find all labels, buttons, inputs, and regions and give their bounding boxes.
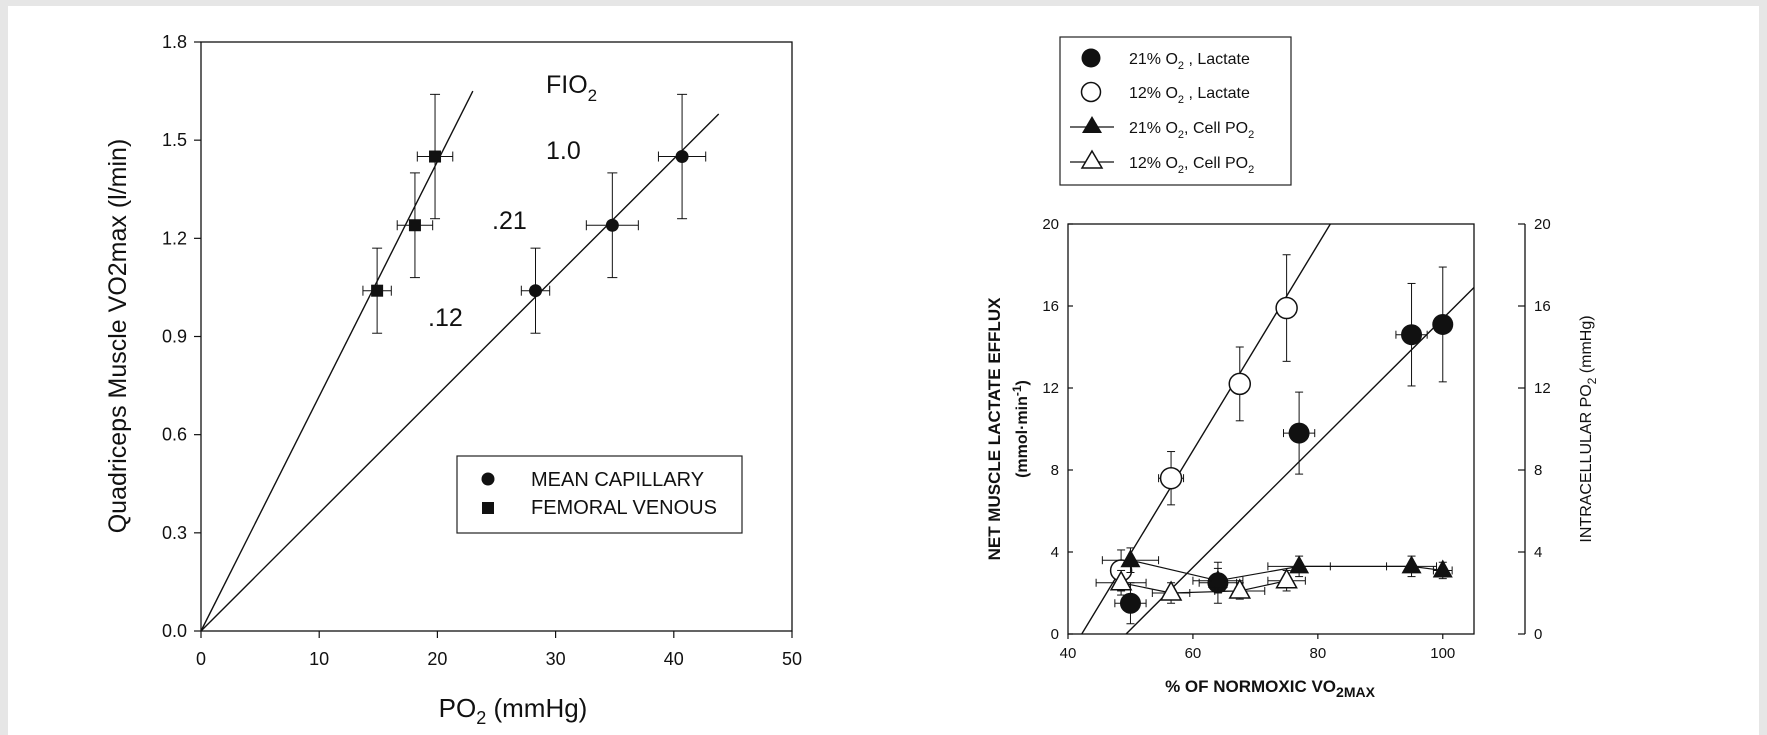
left-data-marks <box>362 93 707 334</box>
right-y-tick-label: 20 <box>1042 216 1059 233</box>
right-point-21-cell-po2 <box>1120 549 1141 568</box>
right-point-12-lactate <box>1159 466 1183 490</box>
left-y-axis-label: Quadriceps Muscle VO2max (l/min) <box>104 139 132 534</box>
right-y-tick-label: 4 <box>1051 544 1059 561</box>
right-y-axis-unit-left: (mmol·min-1) <box>1010 380 1031 478</box>
figure-page: 0 10 20 30 40 50 0.0 0.3 0.6 0.9 1.2 1.5 1.8 FIO2 1.… <box>8 6 1759 735</box>
left-legend-label-1: FEMORAL VENOUS <box>531 497 717 519</box>
left-fit-lines <box>200 90 720 632</box>
right-legend-label-0: 21% O2 , Lactate <box>1129 51 1250 72</box>
left-point-mean-capillary <box>529 284 543 298</box>
left-legend: MEAN CAPILLARY FEMORAL VENOUS <box>456 455 743 534</box>
left-legend-marker-circle <box>481 472 495 486</box>
right-point-21-lactate <box>1401 324 1423 346</box>
left-y-tick-label: 1.8 <box>162 32 187 52</box>
right-legend-marker-open-circle <box>1080 81 1102 103</box>
left-x-tick-label: 10 <box>309 649 329 669</box>
right-y-axis-label-left: NET MUSCLE LACTATE EFFLUX <box>985 297 1004 561</box>
left-x-tick-label: 40 <box>664 649 684 669</box>
right-secondary-y-tick-label: 4 <box>1534 544 1542 561</box>
right-legend-marker-filled-triangle <box>1082 116 1102 133</box>
left-y-tick-label: 0.6 <box>162 425 187 445</box>
right-plot-frame <box>1067 223 1475 635</box>
right-point-12-cell-po2 <box>1109 570 1133 591</box>
left-point-femoral-venous <box>429 150 442 163</box>
right-legend: 21% O2 , Lactate 12% O2 , Lactate 21% O2… <box>1059 36 1292 186</box>
right-point-12-cell-po2 <box>1228 578 1252 599</box>
right-point-21-cell-po2 <box>1207 569 1228 588</box>
left-annotation-1-0: 1.0 <box>546 137 581 165</box>
figure-canvas: 0 10 20 30 40 500.00.30.60.91.21.51.8 FIO2 1.… <box>104 32 1599 728</box>
right-y-tick-label: 12 <box>1042 380 1059 397</box>
right-point-12-cell-po2 <box>1275 568 1298 589</box>
right-legend-marker-filled-circle <box>1081 48 1101 68</box>
right-fit-line <box>1125 287 1475 635</box>
right-data-marks <box>1095 254 1454 625</box>
right-axis-ticks: 40 60 80 100 0 4 8 12 16 20 0 4 8 12 16 20 <box>1042 216 1550 662</box>
right-legend-marker-open-triangle <box>1080 149 1104 169</box>
right-secondary-y-tick-label: 16 <box>1534 298 1551 315</box>
right-secondary-y-tick-label: 12 <box>1534 380 1551 397</box>
left-axis-ticks: 0 10 20 30 40 50 0.0 0.3 0.6 0.9 1.2 1.5 1.8 <box>162 32 802 669</box>
right-legend-label-1: 12% O2 , Lactate <box>1129 85 1250 106</box>
right-point-21-lactate <box>1432 313 1454 335</box>
right-point-12-lactate <box>1228 372 1252 396</box>
left-y-tick-label: 1.2 <box>162 228 187 248</box>
left-annotation-21: .21 <box>492 207 527 235</box>
left-x-tick-label: 30 <box>546 649 566 669</box>
left-fit-line <box>200 113 720 632</box>
right-point-21-cell-po2 <box>1401 555 1422 574</box>
left-x-tick-label: 50 <box>782 649 802 669</box>
right-legend-label-2: 21% O2, Cell PO2 <box>1129 120 1254 141</box>
right-point-21-lactate <box>1288 422 1310 444</box>
right-point-21-lactate <box>1119 592 1141 614</box>
left-y-tick-label: 1.5 <box>162 130 187 150</box>
left-y-tick-label: 0.9 <box>162 327 187 347</box>
left-point-femoral-venous <box>371 284 384 297</box>
right-x-tick-label: 80 <box>1310 645 1327 662</box>
right-connect-line-3 <box>1120 580 1287 594</box>
right-secondary-y-tick-label: 8 <box>1534 462 1542 479</box>
left-annotation-12: .12 <box>428 304 463 332</box>
left-fio2-label: FIO2 <box>546 71 597 105</box>
left-y-tick-label: 0.0 <box>162 621 187 641</box>
right-x-tick-label: 40 <box>1060 645 1077 662</box>
right-secondary-y-tick-label: 20 <box>1534 216 1551 233</box>
left-fit-line <box>200 90 474 632</box>
left-point-femoral-venous <box>408 219 421 232</box>
left-point-mean-capillary <box>675 150 689 164</box>
right-y-tick-label: 8 <box>1051 462 1059 479</box>
left-y-tick-label: 0.3 <box>162 523 187 543</box>
right-chart: 40 60 80 100 0 4 8 12 16 20 0 4 8 12 16 20 % OF NORMOXI… <box>985 36 1599 700</box>
right-y-tick-label: 0 <box>1051 626 1059 643</box>
left-legend-marker-square <box>482 502 494 514</box>
right-point-21-cell-po2 <box>1289 555 1310 574</box>
right-y-axis-label-right: INTRACELLULAR PO2 (mmHg) <box>1578 315 1599 542</box>
left-point-mean-capillary <box>605 218 619 232</box>
right-x-axis-label: % OF NORMOXIC VO2MAX <box>1165 677 1376 700</box>
right-point-12-cell-po2 <box>1159 580 1183 601</box>
right-x-tick-label: 60 <box>1185 645 1202 662</box>
right-point-12-lactate <box>1275 296 1298 320</box>
left-x-tick-label: 0 <box>196 649 206 669</box>
left-x-tick-label: 20 <box>427 649 447 669</box>
right-y-tick-label: 16 <box>1042 298 1059 315</box>
left-legend-box <box>456 455 743 534</box>
right-x-tick-label: 100 <box>1430 645 1455 662</box>
left-x-axis-label: PO2 (mmHg) <box>439 693 588 728</box>
right-point-21-cell-po2 <box>1432 559 1453 578</box>
left-legend-label-0: MEAN CAPILLARY <box>531 469 704 491</box>
right-secondary-y-tick-label: 0 <box>1534 626 1542 643</box>
left-chart: 0 10 20 30 40 50 0.0 0.3 0.6 0.9 1.2 1.5 1.8 FIO2 1.… <box>104 32 802 728</box>
right-legend-label-3: 12% O2, Cell PO2 <box>1129 155 1254 176</box>
